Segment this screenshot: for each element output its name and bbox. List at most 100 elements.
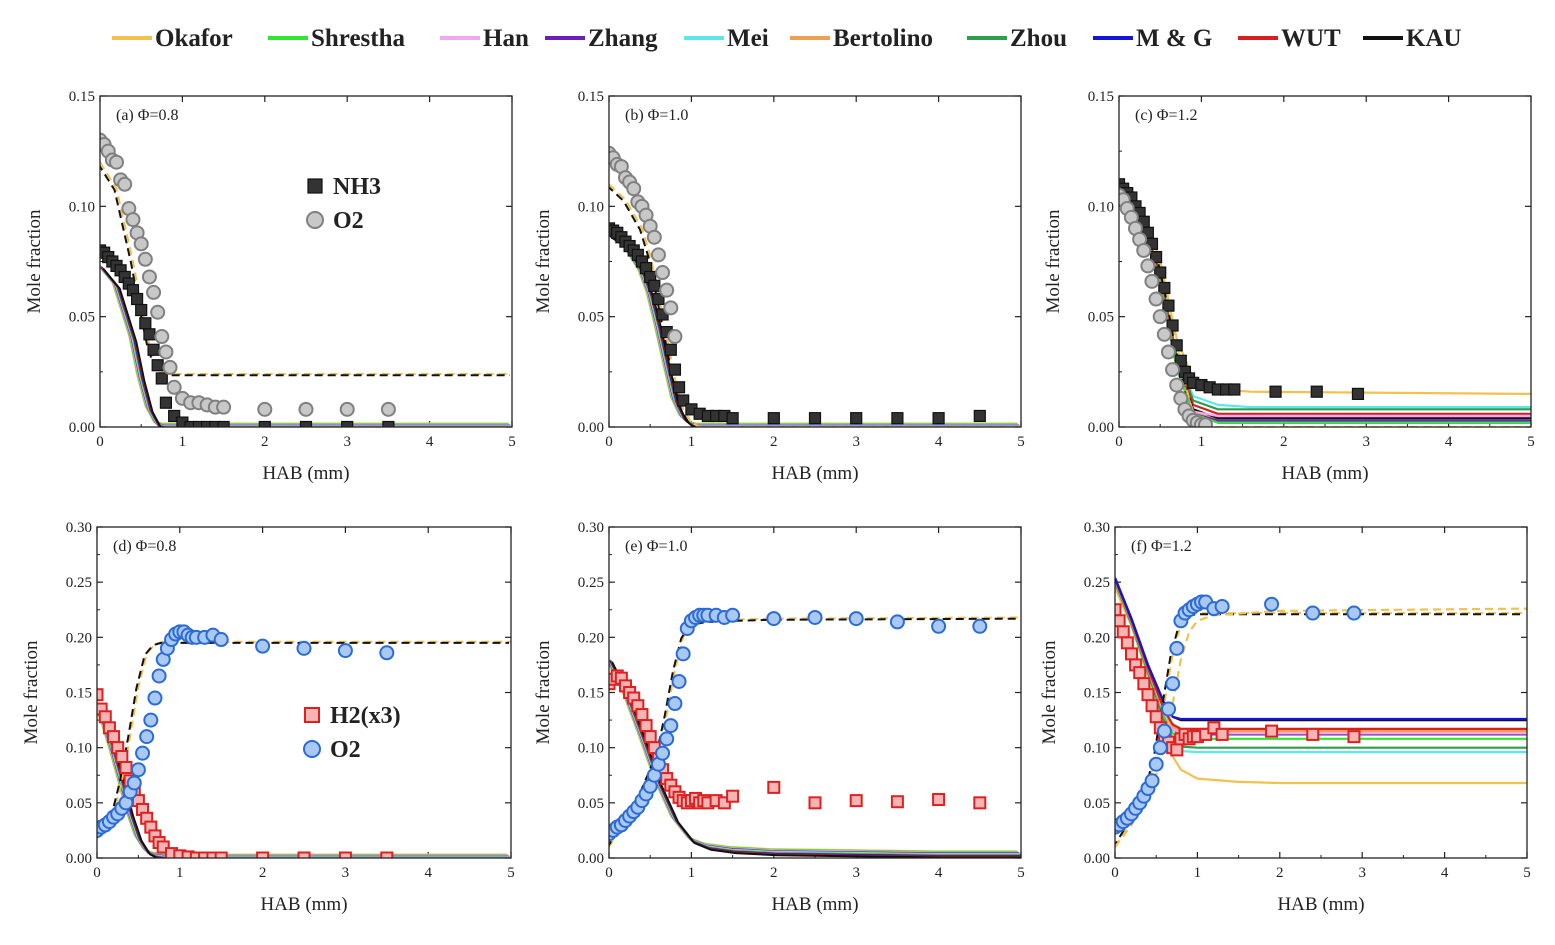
x-axis-label: HAB (mm) [262, 463, 349, 484]
y-axis-label: Mole fraction [24, 209, 45, 313]
data-point-square [849, 794, 863, 808]
data-point-circle [675, 646, 691, 662]
data-point-square [256, 851, 270, 858]
model-line [1115, 577, 1527, 721]
marker-legend-label: O2 [330, 737, 361, 763]
data-point-circle [1144, 773, 1160, 789]
data-point-square [664, 343, 677, 356]
data-point-square [98, 710, 112, 724]
plot-frame [96, 526, 512, 859]
data-point-square [130, 292, 144, 306]
data-point-circle [663, 300, 679, 316]
chart-panel-b: 0 1 2 3 4 5 0.00 0.05 0.10 0.15 HAB (mm) Mole fract… [533, 89, 1025, 484]
data-point-square [1215, 727, 1229, 741]
panel-title: (d) Φ=0.8 [113, 538, 176, 555]
data-point-square [1347, 730, 1361, 744]
y-axis-label: Mole fraction [21, 640, 42, 744]
x-tick-label: 3 [343, 434, 351, 450]
model-line [97, 641, 509, 839]
data-point-circle [1144, 273, 1160, 289]
y-tick-label: 0.10 [66, 741, 92, 757]
data-point-circle [650, 247, 666, 263]
data-point-circle [1136, 242, 1152, 258]
data-point-square [677, 394, 690, 407]
data-point-square [890, 795, 904, 809]
data-point-square [1265, 724, 1279, 738]
data-point-circle [125, 212, 141, 228]
data-point-circle [162, 359, 178, 375]
model-line [100, 164, 510, 377]
x-tick-label: 4 [935, 434, 943, 450]
plot-area [609, 607, 1021, 858]
legend-entry-label: Bertolino [833, 25, 933, 52]
y-tick-label: 0.25 [1084, 575, 1110, 591]
data-point-square [1351, 387, 1365, 400]
data-point-square [1141, 688, 1155, 702]
chart-panel-a: 0 1 2 3 4 5 0.00 0.05 0.10 0.15 HAB (mm) Mole fract… [24, 89, 516, 484]
x-tick-label: 0 [96, 434, 104, 450]
data-point-square [217, 420, 230, 427]
data-point-square [726, 789, 740, 803]
data-point-circle [1152, 309, 1168, 325]
data-point-circle [146, 284, 162, 300]
data-point-square [652, 292, 665, 306]
data-point-circle [667, 696, 683, 712]
data-point-circle [126, 775, 142, 791]
data-point-circle [1165, 676, 1181, 692]
data-point-circle [135, 745, 151, 761]
data-point-square [1154, 266, 1167, 279]
data-point-square [973, 409, 986, 423]
data-point-square [648, 279, 661, 292]
data-point-circle [659, 282, 675, 298]
y-tick-label: 0.00 [66, 851, 92, 867]
data-point-square [189, 851, 203, 858]
data-point-square [192, 420, 205, 427]
legend-entry-label: Zhang [588, 25, 658, 52]
chart-panel-c: 0 1 2 3 4 5 0.00 0.05 0.10 0.15 HAB (mm) Mole fract… [1043, 89, 1535, 484]
data-point-circle [139, 729, 155, 745]
plot-area [1115, 577, 1527, 848]
x-tick-label: 2 [770, 434, 778, 450]
data-point-circle [889, 614, 905, 630]
data-point-square [717, 796, 731, 810]
x-tick-label: 5 [1527, 434, 1535, 450]
y-tick-label: 0.30 [578, 520, 604, 536]
x-tick-label: 1 [688, 434, 696, 450]
data-point-square [891, 412, 904, 425]
data-point-square [767, 412, 780, 425]
y-tick-label: 0.20 [578, 630, 604, 646]
model-line [100, 161, 512, 375]
data-point-square [973, 796, 987, 810]
model-line [1115, 579, 1527, 736]
data-point-circle [1305, 605, 1321, 621]
model-line [609, 185, 698, 427]
x-tick-label: 2 [259, 865, 267, 881]
plot-area [97, 624, 511, 858]
x-axis-label: HAB (mm) [1277, 894, 1364, 915]
y-tick-label: 0.05 [69, 310, 95, 326]
data-point-circle [1346, 605, 1362, 621]
data-point-circle [1156, 723, 1172, 739]
y-tick-label: 0.10 [69, 199, 95, 215]
data-point-circle [108, 154, 124, 170]
data-point-square [808, 796, 822, 810]
x-tick-label: 1 [1194, 865, 1202, 881]
y-tick-label: 0.10 [1088, 199, 1114, 215]
data-point-square [1306, 727, 1320, 741]
y-tick-label: 0.05 [578, 310, 604, 326]
marker-legend: H2(x3) O2 [303, 703, 401, 763]
y-tick-label: 0.05 [578, 796, 604, 812]
y-tick-label: 0.25 [578, 575, 604, 591]
x-tick-label: 2 [1276, 865, 1284, 881]
data-point-circle [216, 399, 232, 415]
model-line [1115, 581, 1527, 749]
plot-frame [608, 95, 1022, 428]
data-point-square [198, 851, 212, 858]
data-point-circle [663, 718, 679, 734]
data-point-circle [137, 251, 153, 267]
y-axis-label: Mole fraction [1039, 640, 1060, 744]
model-line [1115, 579, 1527, 740]
data-point-circle [655, 745, 671, 761]
legend-entry-label: WUT [1281, 25, 1341, 52]
x-tick-label: 5 [507, 865, 515, 881]
